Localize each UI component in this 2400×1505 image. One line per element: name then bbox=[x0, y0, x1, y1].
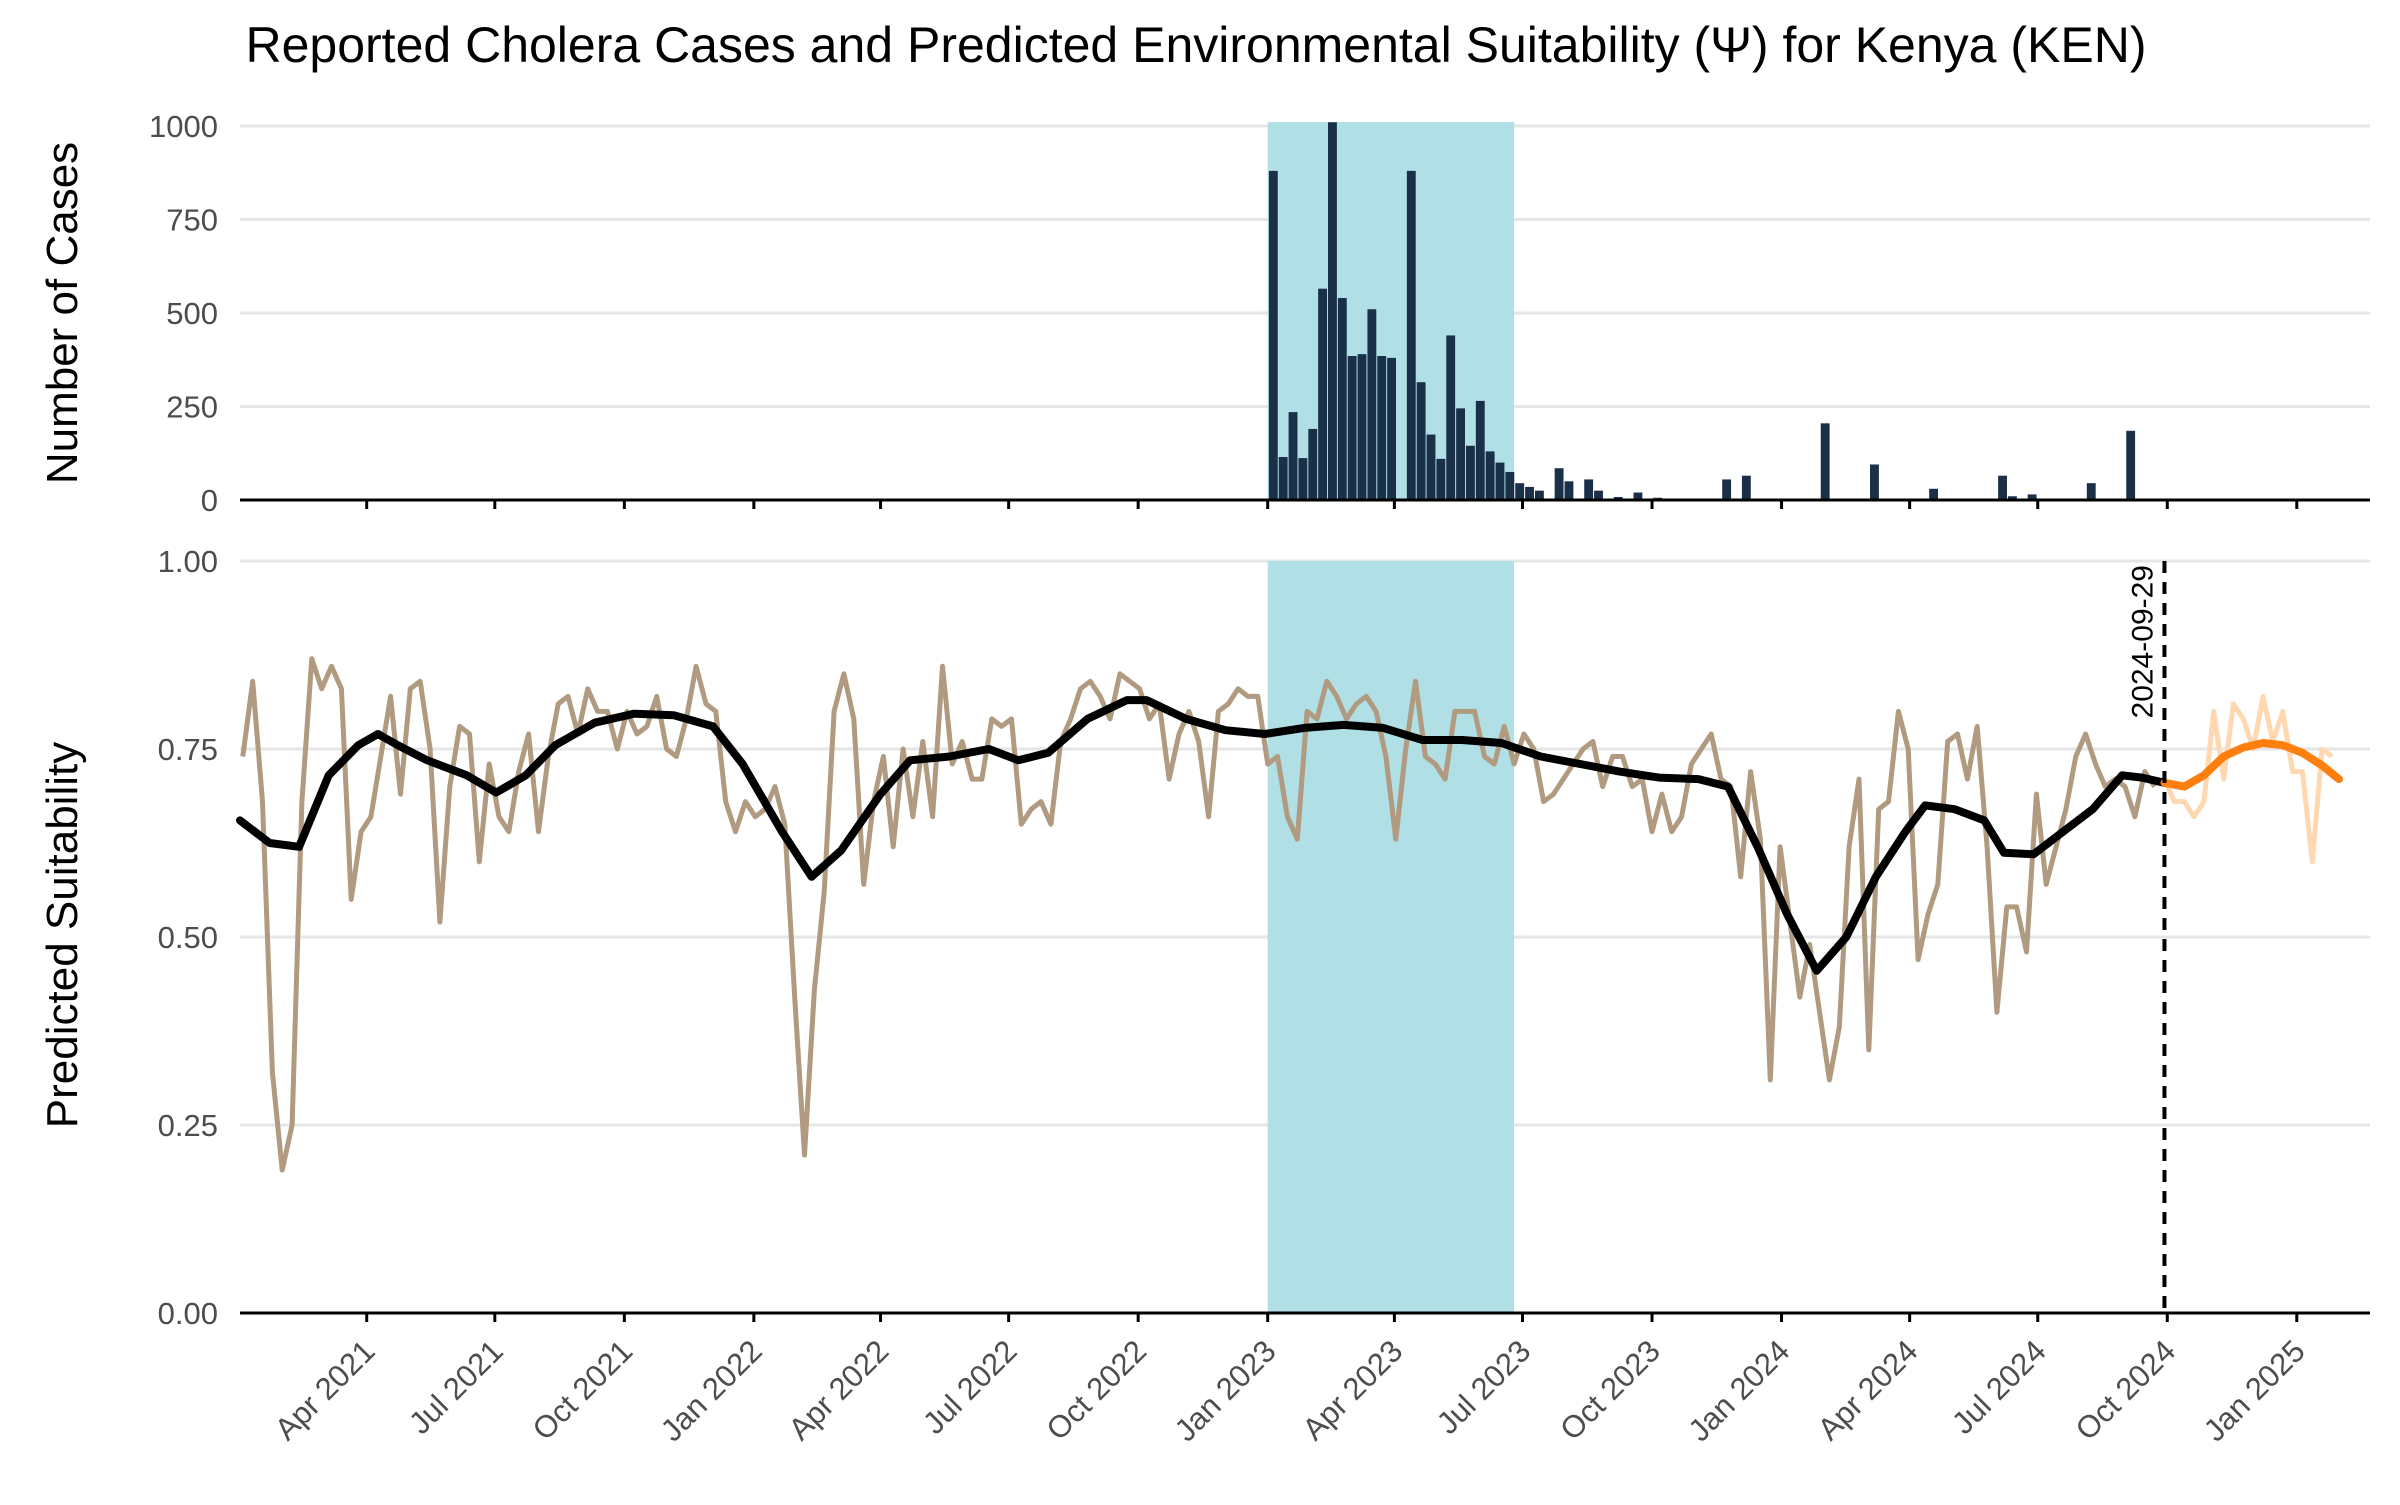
suitability-y-tick-label: 0.75 bbox=[158, 732, 218, 767]
x-tick-label: Apr 2021 bbox=[268, 1333, 382, 1447]
case-bar bbox=[1515, 483, 1525, 500]
forecast-raw-line bbox=[2162, 693, 2334, 865]
case-bar bbox=[1268, 170, 1278, 500]
cases-y-tick-label: 750 bbox=[166, 203, 218, 238]
suitability-raw-line bbox=[240, 656, 2157, 1173]
suitability-shaded-period bbox=[1267, 561, 1515, 1313]
forecast-marker: 2024-09-29 bbox=[2127, 561, 2167, 1313]
cases-y-tick-label: 0 bbox=[201, 483, 218, 518]
case-bar bbox=[1278, 456, 1288, 500]
case-bar bbox=[1318, 288, 1328, 500]
case-bar bbox=[1377, 356, 1387, 500]
case-bar bbox=[1998, 475, 2007, 500]
cases-bars bbox=[1268, 122, 2136, 500]
x-tick-label: Oct 2023 bbox=[1553, 1333, 1667, 1447]
case-bar bbox=[1929, 488, 1939, 500]
x-tick-label: Oct 2022 bbox=[1039, 1333, 1153, 1447]
case-bar bbox=[1446, 335, 1456, 500]
suitability-y-tick-label: 0.00 bbox=[158, 1296, 218, 1331]
case-bar bbox=[1416, 382, 1426, 500]
case-bar bbox=[1456, 408, 1465, 500]
x-tick-label: Apr 2023 bbox=[1296, 1333, 1410, 1447]
suitability-y-tick-label: 0.50 bbox=[158, 920, 218, 955]
suitability-lines bbox=[236, 656, 2343, 1173]
suitability-smooth-line bbox=[236, 696, 2169, 975]
x-tick-label: Jul 2021 bbox=[402, 1333, 510, 1441]
case-bar bbox=[1525, 486, 1534, 500]
chart-title: Reported Cholera Cases and Predicted Env… bbox=[246, 17, 2147, 73]
case-bar bbox=[1870, 464, 1879, 500]
case-bar bbox=[1436, 458, 1446, 500]
case-bar bbox=[1475, 400, 1485, 500]
x-tick-label: Apr 2024 bbox=[1811, 1333, 1925, 1447]
x-tick-label: Jan 2023 bbox=[1168, 1333, 1283, 1448]
case-bar bbox=[1465, 445, 1475, 500]
case-bar bbox=[1741, 475, 1751, 500]
x-tick-label: Apr 2022 bbox=[782, 1333, 896, 1447]
case-bar bbox=[1288, 412, 1298, 500]
case-bar bbox=[2027, 494, 2037, 500]
case-bar bbox=[1337, 298, 1347, 500]
cases-y-tick-label: 1000 bbox=[149, 109, 218, 144]
case-bar bbox=[2126, 430, 2136, 500]
x-tick-label: Jul 2023 bbox=[1430, 1333, 1538, 1441]
case-bar bbox=[1554, 468, 1564, 500]
case-bar bbox=[1594, 490, 1603, 500]
cases-y-tick-label: 500 bbox=[166, 296, 218, 331]
case-bar bbox=[2086, 483, 2096, 500]
axes bbox=[240, 498, 2370, 1322]
x-tick-label: Jan 2025 bbox=[2197, 1333, 2312, 1448]
suitability-y-tick-label: 0.25 bbox=[158, 1108, 218, 1143]
case-bar bbox=[1308, 428, 1318, 500]
case-bar bbox=[1298, 458, 1308, 500]
x-tick-label: Jan 2022 bbox=[654, 1333, 769, 1448]
x-tick-label: Jul 2024 bbox=[1945, 1333, 2053, 1441]
case-bar bbox=[1485, 451, 1495, 500]
case-bar bbox=[1367, 309, 1377, 500]
case-bar bbox=[1406, 170, 1416, 500]
case-bar bbox=[1584, 479, 1594, 500]
case-bar bbox=[1534, 490, 1544, 500]
suitability-y-tick-label: 1.00 bbox=[158, 544, 218, 579]
case-bar bbox=[2007, 496, 2017, 500]
case-bar bbox=[1633, 492, 1643, 500]
cases-y-axis-label: Number of Cases bbox=[38, 142, 87, 484]
case-bar bbox=[1387, 357, 1397, 500]
case-bar bbox=[1347, 356, 1357, 500]
suitability-y-axis-label: Predicted Suitability bbox=[38, 742, 87, 1128]
case-bar bbox=[1722, 479, 1732, 500]
x-tick-label: Jul 2022 bbox=[916, 1333, 1024, 1441]
case-bar bbox=[1495, 462, 1505, 500]
forecast-smooth-line bbox=[2160, 739, 2343, 791]
case-bar bbox=[1564, 481, 1574, 500]
case-bar bbox=[1426, 434, 1436, 500]
cases-y-tick-label: 250 bbox=[166, 390, 218, 425]
case-bar bbox=[1820, 423, 1830, 500]
x-tick-label: Oct 2024 bbox=[2069, 1333, 2183, 1447]
x-tick-label: Jan 2024 bbox=[1682, 1333, 1797, 1448]
x-tick-label: Oct 2021 bbox=[526, 1333, 640, 1447]
forecast-date-label: 2024-09-29 bbox=[2127, 565, 2160, 718]
case-bar bbox=[1357, 354, 1367, 500]
case-bar bbox=[1328, 122, 1337, 500]
case-bar bbox=[1505, 471, 1515, 500]
